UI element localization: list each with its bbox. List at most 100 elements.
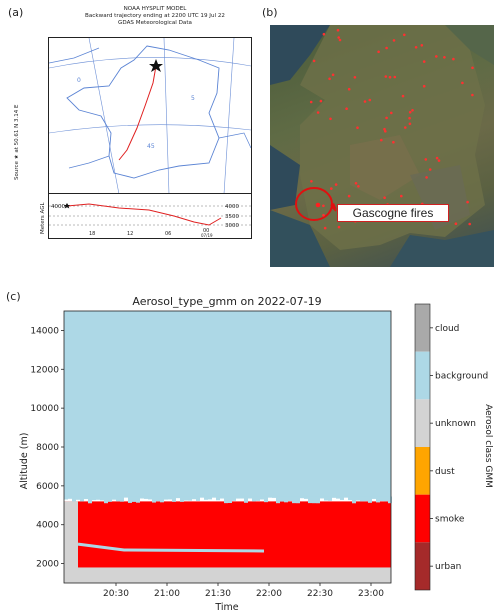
fire-dot — [422, 84, 426, 88]
fire-dot — [337, 36, 340, 39]
smoke-edge — [100, 496, 104, 501]
hysplit-map: 0 5 45 — [48, 37, 252, 195]
fire-dot — [385, 116, 388, 120]
fire-dot — [466, 200, 469, 204]
x-tick-label: 20:30 — [103, 589, 129, 599]
colorbar-segment-unknown — [415, 399, 430, 447]
profile-star-icon — [64, 203, 70, 209]
smoke-edge — [292, 496, 296, 504]
y-tick-label: 12000 — [30, 365, 59, 375]
y-axis-label: Altitude (m) — [19, 433, 30, 490]
x-axis-label: Time — [214, 602, 238, 613]
grid-label-45: 45 — [147, 143, 155, 150]
smoke-edge — [188, 496, 192, 501]
smoke-edge — [320, 496, 324, 499]
colorbar-segment-cloud — [415, 304, 430, 352]
smoke-edge — [96, 496, 100, 500]
fire-dot — [471, 93, 474, 97]
smoke-edge — [136, 496, 140, 503]
smoke-edge — [308, 496, 312, 504]
fire-dot — [435, 55, 438, 58]
smoke-edge — [388, 496, 392, 504]
fire-dot — [330, 187, 333, 190]
colorbar-label-background: background — [435, 372, 488, 382]
fire-dot — [319, 99, 323, 103]
smoke-edge — [244, 496, 248, 503]
fire-dot — [328, 77, 331, 81]
smoke-edge — [328, 496, 332, 501]
fire-dot — [353, 76, 357, 79]
grid-label-0: 0 — [77, 77, 81, 84]
smoke-edge — [284, 496, 288, 503]
smoke-edge — [184, 496, 188, 501]
smoke-edge — [176, 496, 180, 499]
smoke-edge — [232, 496, 236, 501]
smoke-edge — [348, 496, 352, 501]
hysplit-source-label: Source ★ at 50.61 N 3.14 E — [14, 104, 20, 180]
smoke-edge — [224, 496, 228, 504]
fire-dot — [408, 110, 412, 114]
smoke-edge — [120, 496, 124, 502]
smoke-edge — [260, 496, 264, 500]
y-tick-label: 6000 — [36, 482, 59, 492]
fire-dot — [384, 75, 388, 78]
smoke-edge — [288, 496, 292, 502]
fire-dot — [393, 75, 397, 79]
fire-dot — [403, 33, 406, 37]
smoke-edge — [80, 496, 84, 502]
smoke-edge — [228, 496, 232, 503]
smoke-edge — [164, 496, 168, 500]
x-tick-label: 21:30 — [205, 589, 231, 599]
smoke-edge — [296, 496, 300, 504]
fire-dot — [338, 38, 342, 42]
hysplit-map-svg: 0 5 45 — [49, 38, 251, 194]
fire-dot — [316, 111, 320, 114]
trajectory-line — [118, 65, 157, 161]
smoke-edge — [240, 496, 244, 499]
grid-label-5: 5 — [191, 95, 195, 102]
fire-dot — [347, 194, 351, 198]
fire-dot — [322, 213, 325, 217]
fire-dot — [356, 126, 359, 129]
smoke-edge — [344, 496, 348, 498]
smoke-edge — [364, 496, 368, 502]
smoke-edge — [180, 496, 184, 502]
smoke-edge — [276, 496, 280, 504]
smoke-edge — [356, 496, 360, 501]
x-tick-label: 22:00 — [256, 589, 282, 599]
fire-dot — [411, 109, 414, 112]
fire-dot — [400, 194, 403, 198]
smoke-edge — [140, 496, 144, 499]
smoke-edge — [376, 496, 380, 503]
colorbar-label-dust: dust — [435, 467, 455, 477]
satellite-svg — [270, 25, 494, 267]
smoke-edge — [380, 496, 384, 502]
fire-dot — [329, 117, 332, 121]
fire-dot — [437, 159, 441, 162]
fire-dot — [420, 44, 424, 47]
smoke-edge — [360, 496, 364, 502]
fire-dot — [331, 73, 335, 77]
y-tick-label: 8000 — [36, 443, 59, 453]
fire-dot — [354, 182, 358, 185]
background-band — [77, 542, 265, 553]
smoke-edge — [248, 496, 252, 499]
smoke-edge — [340, 496, 344, 500]
smoke-edge — [160, 496, 164, 503]
colorbar-label-urban: urban — [435, 562, 461, 572]
fire-dot — [414, 46, 418, 49]
fire-dot — [337, 225, 341, 229]
fire-dot — [428, 168, 432, 171]
colorbar-segment-urban — [415, 542, 430, 590]
fire-dot — [310, 180, 313, 183]
smoke-edge — [264, 496, 268, 503]
time-tick-12: 12 — [127, 231, 133, 237]
smoke-edge — [64, 496, 68, 500]
layer-unknown — [64, 567, 391, 583]
hysplit-title-3: GDAS Meteorological Data — [118, 20, 192, 26]
colorbar-segment-background — [415, 351, 430, 400]
fire-dot — [468, 222, 471, 226]
fire-dot — [425, 176, 428, 179]
smoke-edge — [300, 496, 304, 499]
fire-dot — [461, 81, 464, 85]
